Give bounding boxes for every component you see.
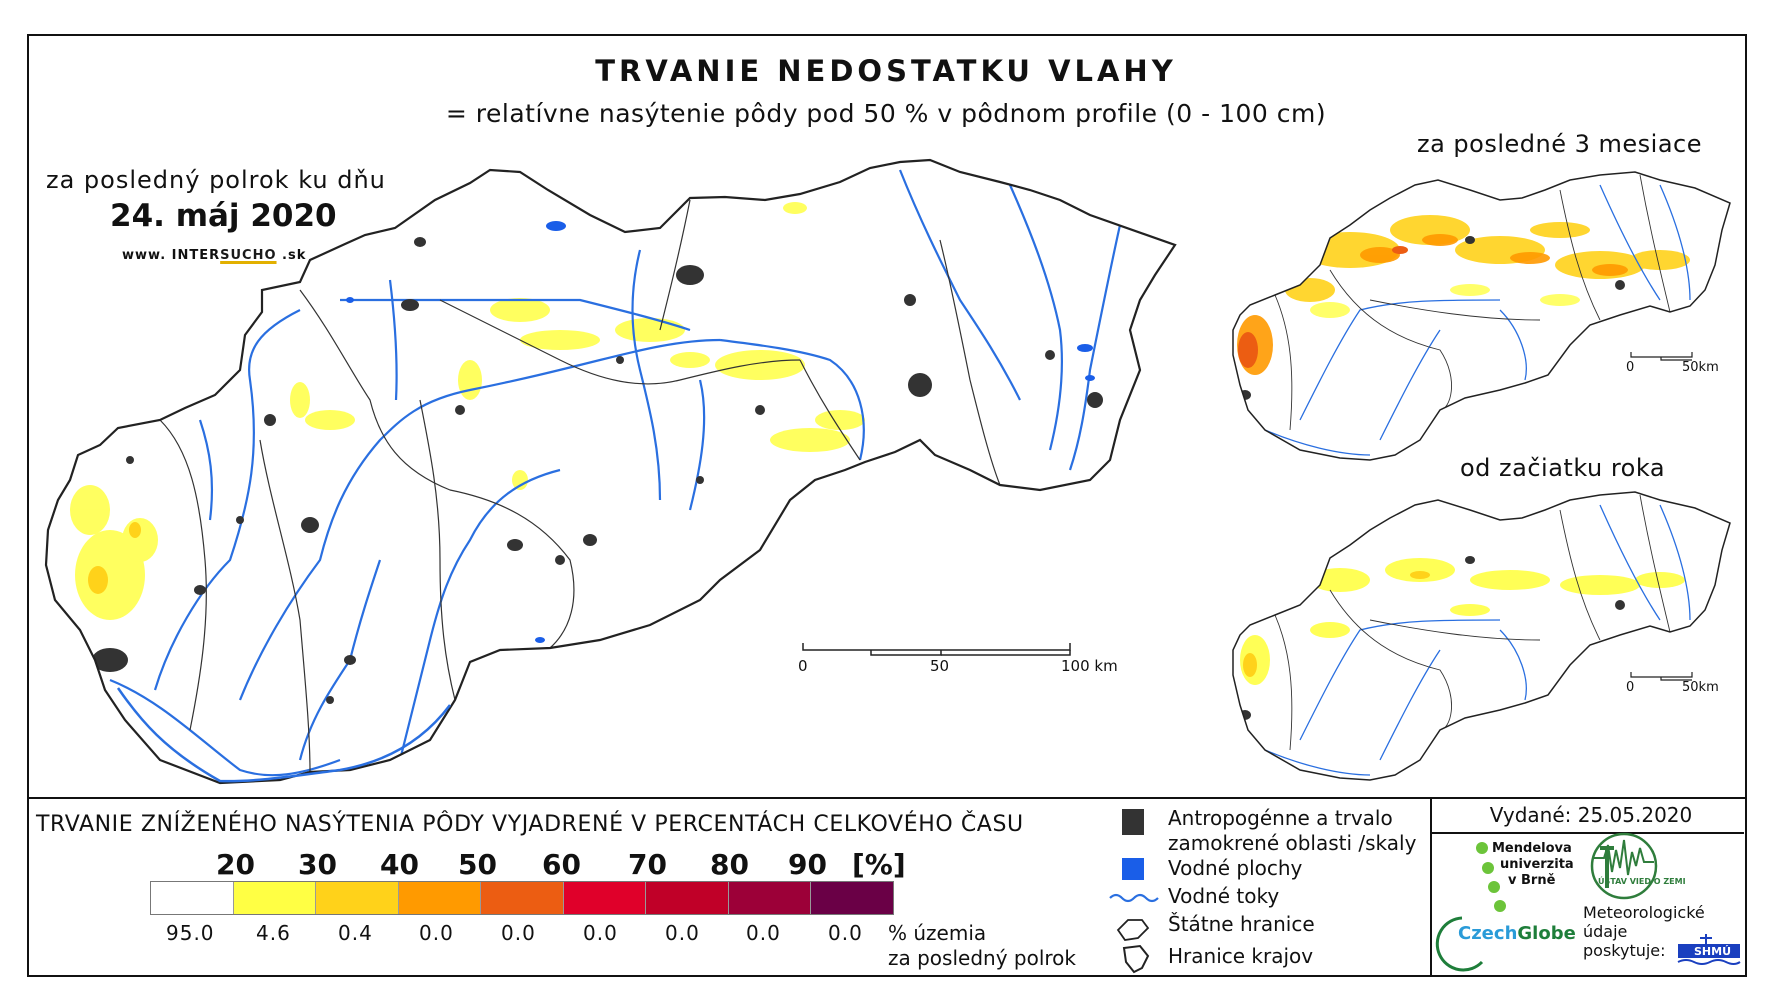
- main-scale-label-50: 50: [930, 657, 950, 675]
- inset-3m-scale-label-0: 0: [1626, 360, 1635, 375]
- legend-swatch-4: [481, 882, 564, 914]
- legend-regions-label: Hranice krajov: [1168, 944, 1314, 968]
- mendel-logo-text: Mendelova univerzita v Brně: [1492, 841, 1574, 889]
- inset-ytd-scale-bar: [1630, 672, 1693, 681]
- legend-pct-5: 0.0: [583, 921, 618, 945]
- legend-pct-4: 0.0: [501, 921, 536, 945]
- river-symbol: [1109, 893, 1159, 903]
- mendel-line1: Mendelova: [1492, 841, 1572, 856]
- czechglobe-part2: Globe: [1517, 923, 1576, 944]
- legend-tick-80: 80: [710, 848, 749, 881]
- legend-swatch-0: [151, 882, 234, 914]
- mendel-logo-dots: [1476, 842, 1506, 912]
- czechglobe-logo-text: CzechGlobe: [1458, 923, 1576, 944]
- legend-state-border-label: Štátne hranice: [1168, 912, 1315, 936]
- legend-anthropogenic-line2: zamokrené oblasti /skaly: [1168, 831, 1417, 855]
- legend-pct-1: 4.6: [256, 921, 291, 945]
- meteo-line3: poskytuje:: [1583, 941, 1666, 960]
- inset-3m-label: za posledné 3 mesiace: [1417, 130, 1703, 158]
- legend-pct-2: 0.4: [338, 921, 373, 945]
- state-border-symbol: [1116, 919, 1150, 941]
- issued-divider: [1430, 832, 1744, 834]
- inset-3m-scale-label-50: 50km: [1682, 360, 1719, 375]
- legend-share-label-1: % územia: [888, 921, 987, 945]
- main-scale-label-100: 100 km: [1061, 657, 1118, 675]
- meteo-line1: Meteorologické: [1583, 903, 1705, 922]
- czechglobe-part1: Czech: [1458, 923, 1518, 944]
- website-prefix: www. INTER: [122, 248, 221, 263]
- mendel-line2: univerzita: [1500, 857, 1574, 872]
- legend-tick-60: 60: [542, 848, 581, 881]
- anthropogenic-symbol: [1122, 809, 1144, 835]
- legend-tick-20: 20: [216, 848, 255, 881]
- legend-swatch-6: [646, 882, 729, 914]
- legend-swatch-5: [563, 882, 646, 914]
- meteo-provider-text: Meteorologické údaje poskytuje:: [1583, 903, 1705, 960]
- legend-vertical-divider: [1430, 797, 1432, 975]
- legend-rivers-label: Vodné toky: [1168, 884, 1280, 908]
- legend-color-bar: [150, 881, 894, 915]
- legend-pct-3: 0.0: [419, 921, 454, 945]
- legend-swatch-2: [316, 882, 399, 914]
- inset-ytd-scale-label-50: 50km: [1682, 680, 1719, 695]
- legend-share-label-2: za posledný polrok: [888, 946, 1076, 970]
- legend-swatch-8: [811, 882, 893, 914]
- legend-pct-8: 0.0: [828, 921, 863, 945]
- ustav-logo-text: ÚSTAV VIED O ZEMI: [1598, 877, 1686, 886]
- czechglobe-logo-arc: [1435, 916, 1484, 972]
- legend-tick-70: 70: [628, 848, 667, 881]
- legend-anthropogenic-line1: Antropogénne a trvalo: [1168, 806, 1393, 830]
- legend-swatch-1: [233, 882, 316, 914]
- legend-unit: [%]: [852, 848, 906, 881]
- legend-tick-50: 50: [458, 848, 497, 881]
- region-border-symbol: [1122, 944, 1150, 974]
- shmu-logo-text: SHMÚ: [1694, 945, 1732, 958]
- legend-tick-30: 30: [298, 848, 337, 881]
- issued-date: Vydané: 25.05.2020: [1489, 803, 1693, 827]
- inset-3m-scale-bar: [1630, 352, 1693, 361]
- main-period-label: za posledný polrok ku dňu: [46, 166, 386, 194]
- legend-water-bodies-label: Vodné plochy: [1168, 856, 1303, 880]
- main-scale-bar: [802, 643, 1071, 656]
- legend-title: TRVANIE ZNÍŽENÉHO NASÝTENIA PÔDY VYJADRE…: [36, 812, 1024, 837]
- legend-pct-0: 95.0: [166, 921, 215, 945]
- inset-ytd-scale-label-0: 0: [1626, 680, 1635, 695]
- mendel-line3: v Brně: [1508, 873, 1556, 888]
- ustav-vied-o-zemi-logo: [1590, 832, 1658, 900]
- map-subtitle: = relatívne nasýtenie pôdy pod 50 % v pô…: [445, 99, 1327, 128]
- map-title: TRVANIE NEDOSTATKU VLAHY: [595, 54, 1177, 88]
- water-body-symbol: [1122, 858, 1144, 880]
- website-mid: SUCHO: [220, 248, 277, 263]
- main-date-label: 24. máj 2020: [110, 198, 337, 234]
- website-label: www. INTERSUCHO .sk: [122, 248, 306, 263]
- legend-divider: [27, 797, 1745, 799]
- legend-tick-40: 40: [380, 848, 419, 881]
- legend-swatch-3: [398, 882, 481, 914]
- inset-ytd-label: od začiatku roka: [1460, 454, 1666, 482]
- legend-share-label: % územia za posledný polrok: [888, 921, 1076, 971]
- legend-tick-90: 90: [788, 848, 827, 881]
- legend-pct-6: 0.0: [665, 921, 700, 945]
- main-scale-label-0: 0: [798, 657, 808, 675]
- shmu-logo: [1677, 934, 1741, 965]
- meteo-line2: údaje: [1583, 922, 1628, 941]
- legend-anthropogenic-label: Antropogénne a trvalo zamokrené oblasti …: [1168, 806, 1416, 856]
- website-suffix: .sk: [276, 248, 307, 263]
- legend-pct-7: 0.0: [746, 921, 781, 945]
- legend-swatch-7: [728, 882, 811, 914]
